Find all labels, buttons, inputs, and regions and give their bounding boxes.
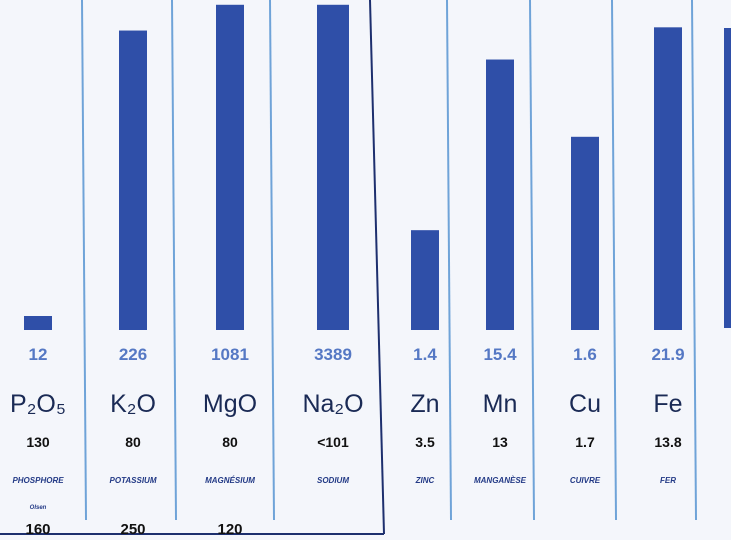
- value-label: 1.6: [573, 345, 597, 364]
- bar: [216, 4, 244, 331]
- norm-high-label: 120: [217, 521, 242, 538]
- column-dividers: [81, 0, 697, 521]
- element-name-label: FER: [660, 476, 676, 485]
- element-label: K₂O: [110, 390, 156, 418]
- element-name-label: MAGNÉSIUM: [205, 476, 255, 485]
- column-divider: [269, 0, 275, 521]
- column-divider: [81, 0, 87, 521]
- value-label: 21.9: [651, 345, 684, 364]
- element-sub-label: Olsen: [30, 505, 47, 511]
- norm-low-label: 1.7: [575, 434, 595, 450]
- column-divider: [529, 0, 535, 521]
- element-label: Fe: [653, 390, 682, 418]
- norm-low-label: 80: [125, 434, 141, 450]
- value-label: 12: [29, 345, 48, 364]
- element-label: Na₂O: [302, 390, 363, 418]
- norm-low-label: 80: [222, 434, 238, 450]
- column-divider: [446, 0, 452, 521]
- element-label: Cu: [569, 390, 601, 418]
- value-label: 3389: [314, 345, 352, 364]
- labels-group: 12 P₂O₅ 130 PHOSPHORE Olsen 160 226 K₂O 80 POTASS…: [10, 345, 685, 538]
- norm-high-label: 160: [25, 521, 50, 538]
- element-label: Mn: [483, 390, 518, 418]
- element-name-label: SODIUM: [317, 476, 349, 485]
- cut-off-column: [724, 28, 731, 328]
- bars-group: [24, 4, 682, 331]
- element-name-label: MANGANÈSE: [474, 476, 527, 485]
- bar: [317, 4, 349, 331]
- norm-low-label: 130: [26, 434, 50, 450]
- value-label: 15.4: [483, 345, 517, 364]
- element-label: P₂O₅: [10, 390, 66, 418]
- frame-right-edge: [369, 0, 385, 535]
- norm-high-label: 250: [120, 521, 145, 538]
- bar: [411, 230, 439, 330]
- value-label: 226: [119, 345, 147, 364]
- element-label: Zn: [410, 390, 439, 418]
- norm-low-label: 13: [492, 434, 508, 450]
- cut-off-bar: [724, 28, 731, 328]
- bar: [119, 30, 147, 330]
- element-label: MgO: [203, 390, 257, 418]
- element-name-label: PHOSPHORE: [12, 476, 64, 485]
- norm-low-label: <101: [317, 434, 349, 450]
- bar: [24, 316, 52, 330]
- column-divider: [611, 0, 617, 521]
- chart-frame: [0, 0, 385, 535]
- element-name-label: ZINC: [415, 476, 435, 485]
- bar: [571, 136, 599, 330]
- element-name-label: POTASSIUM: [110, 476, 157, 485]
- value-label: 1081: [211, 345, 249, 364]
- column-divider: [171, 0, 177, 521]
- norm-low-label: 3.5: [415, 434, 435, 450]
- value-label: 1.4: [413, 345, 437, 364]
- norm-low-label: 13.8: [654, 434, 681, 450]
- bar: [486, 59, 514, 331]
- bar: [654, 27, 682, 330]
- element-name-label: CUIVRE: [570, 476, 601, 485]
- column-divider: [691, 0, 697, 521]
